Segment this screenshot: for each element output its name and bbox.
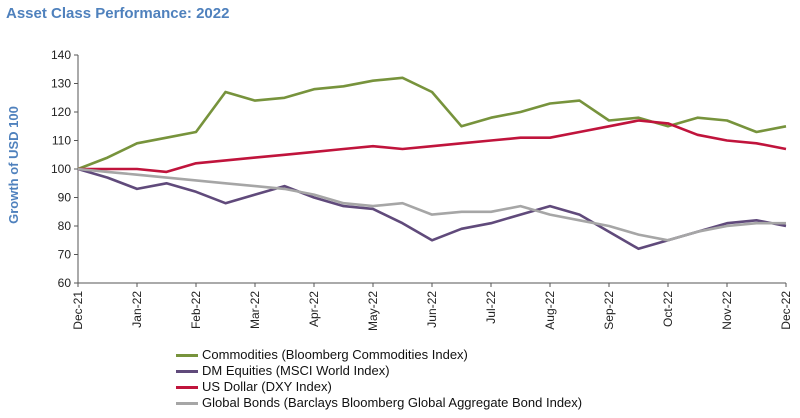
x-tick-label: Dec-22 bbox=[779, 291, 793, 330]
chart-title: Asset Class Performance: 2022 bbox=[6, 5, 230, 22]
legend-label: Global Bonds (Barclays Bloomberg Global … bbox=[202, 395, 583, 410]
y-tick-label: 140 bbox=[51, 48, 71, 62]
legend-swatch bbox=[176, 401, 198, 405]
legend-swatch bbox=[176, 369, 198, 373]
line-chart: Growth of USD 100 60 70 80 90 100 110 120 130 14… bbox=[6, 48, 793, 331]
series-line-1 bbox=[77, 76, 787, 171]
y-tick-label: 80 bbox=[58, 219, 72, 233]
x-tick-label: Jun-22 bbox=[425, 291, 439, 328]
x-tick-label: Jan-22 bbox=[130, 291, 144, 328]
legend-label: Commodities (Bloomberg Commodities Index… bbox=[202, 347, 468, 362]
x-tick-label: Feb-22 bbox=[189, 291, 203, 329]
x-tick-label: Apr-22 bbox=[307, 291, 321, 327]
series-line-3 bbox=[78, 119, 787, 174]
y-tick-label: 60 bbox=[58, 276, 72, 290]
y-tick-label: 130 bbox=[51, 77, 71, 91]
series-line-4 bbox=[77, 167, 786, 242]
legend-item: Commodities (Bloomberg Commodities Index… bbox=[176, 347, 582, 363]
y-axis-label: Growth of USD 100 bbox=[6, 106, 21, 224]
legend-item: Global Bonds (Barclays Bloomberg Global … bbox=[176, 395, 582, 411]
y-tick-label: 90 bbox=[58, 191, 72, 205]
legend-label: US Dollar (DXY Index) bbox=[202, 379, 332, 394]
y-tick-label: 120 bbox=[51, 105, 71, 119]
x-tick-label: Sep-22 bbox=[602, 291, 616, 330]
y-tick-label: 100 bbox=[51, 162, 71, 176]
legend-swatch bbox=[176, 353, 198, 357]
x-tick-label: Oct-22 bbox=[661, 291, 675, 327]
axes: 60 70 80 90 100 110 120 130 140 Dec-21 Jan-22 Feb-2… bbox=[51, 48, 793, 331]
x-tick-label: Aug-22 bbox=[543, 291, 557, 330]
x-tick-label: Jul-22 bbox=[484, 291, 498, 324]
x-tick-label: May-22 bbox=[366, 291, 380, 331]
x-tick-label: Dec-21 bbox=[71, 291, 85, 330]
legend-swatch bbox=[176, 385, 198, 389]
series-lines bbox=[77, 76, 787, 251]
legend-item: DM Equities (MSCI World Index) bbox=[176, 363, 582, 379]
y-tick-label: 70 bbox=[58, 248, 72, 262]
x-tick-label: Nov-22 bbox=[720, 291, 734, 330]
legend-item: US Dollar (DXY Index) bbox=[176, 379, 582, 395]
legend: Commodities (Bloomberg Commodities Index… bbox=[176, 347, 582, 411]
legend-label: DM Equities (MSCI World Index) bbox=[202, 363, 390, 378]
x-tick-label: Mar-22 bbox=[248, 291, 262, 329]
y-tick-label: 110 bbox=[52, 134, 71, 148]
